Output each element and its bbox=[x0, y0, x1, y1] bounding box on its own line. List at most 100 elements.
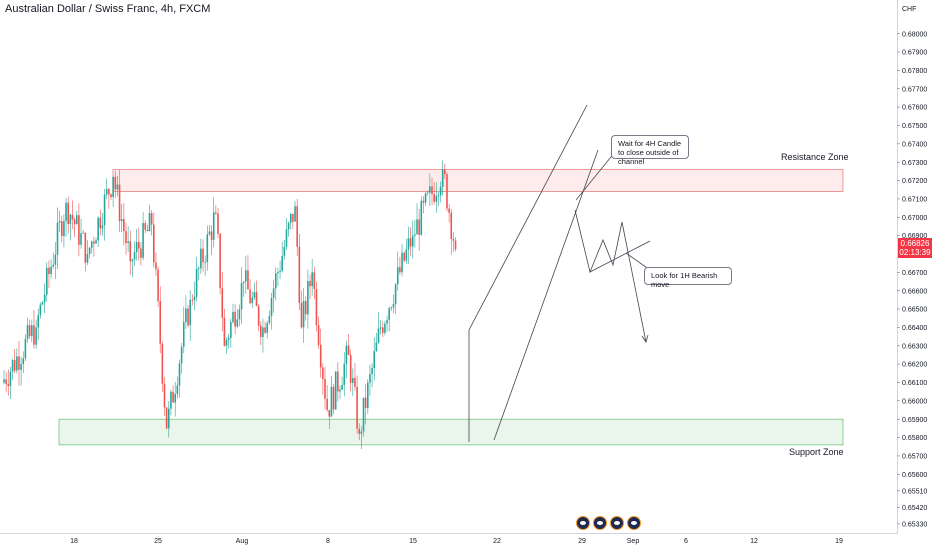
candle-body bbox=[405, 249, 408, 261]
note-bearish-move[interactable]: Look for 1H Bearish move bbox=[644, 267, 732, 289]
candle-body bbox=[93, 241, 95, 244]
candle-body bbox=[155, 262, 157, 270]
candle-body bbox=[257, 306, 260, 326]
candle-body bbox=[9, 371, 12, 387]
candle-body bbox=[337, 371, 339, 392]
candle-body bbox=[347, 345, 350, 355]
candle-body bbox=[292, 213, 294, 222]
candle-body bbox=[264, 327, 266, 333]
candle-body bbox=[454, 240, 457, 250]
candle-body bbox=[356, 386, 358, 429]
candle-body bbox=[114, 176, 117, 190]
event-flag-icon[interactable] bbox=[593, 516, 607, 530]
candle-body bbox=[242, 281, 245, 284]
candle-body bbox=[35, 327, 37, 345]
candle-body bbox=[386, 320, 388, 324]
candle-body bbox=[161, 343, 164, 384]
candle-body bbox=[65, 202, 67, 221]
candle-body bbox=[28, 325, 31, 337]
candle-body bbox=[206, 234, 209, 262]
candle-body bbox=[332, 386, 335, 410]
candle-body bbox=[60, 221, 63, 237]
candle-body bbox=[48, 267, 50, 275]
y-tick-label: 0.67100 bbox=[902, 197, 927, 204]
price-axis-currency: CHF bbox=[902, 6, 916, 13]
candle-body bbox=[433, 194, 435, 202]
x-tick-label: 29 bbox=[578, 538, 586, 545]
candle-body bbox=[54, 254, 57, 265]
candle-body bbox=[131, 259, 134, 262]
chart-title: Australian Dollar / Swiss Franc, 4h, FXC… bbox=[5, 3, 211, 15]
candle-body bbox=[148, 213, 151, 232]
projection-path bbox=[574, 209, 647, 343]
candle-body bbox=[450, 212, 453, 240]
candle-body bbox=[193, 296, 196, 301]
event-flag-icon[interactable] bbox=[610, 516, 624, 530]
candle-body bbox=[46, 267, 48, 295]
candle-body bbox=[170, 391, 172, 409]
event-flag-icon[interactable] bbox=[627, 516, 641, 530]
y-tick-label: 0.66700 bbox=[902, 270, 927, 277]
current-price-tag: 0.66826 02:13:39 bbox=[898, 238, 932, 258]
candle-body bbox=[260, 325, 262, 337]
candle-body bbox=[182, 322, 185, 347]
candle-body bbox=[88, 247, 91, 254]
candle-body bbox=[354, 377, 356, 387]
candle-body bbox=[326, 398, 328, 411]
candle-body bbox=[204, 261, 206, 263]
candle-body bbox=[319, 344, 322, 368]
candle-body bbox=[123, 219, 125, 232]
candle-body bbox=[63, 220, 65, 237]
candle-body bbox=[185, 308, 187, 323]
candle-body bbox=[202, 248, 204, 263]
candle-body bbox=[108, 188, 110, 195]
candle-body bbox=[52, 264, 55, 267]
candle-body bbox=[103, 194, 106, 226]
candle-body bbox=[84, 232, 87, 263]
candle-body bbox=[133, 252, 136, 260]
y-tick-label: 0.67200 bbox=[902, 178, 927, 185]
x-tick-label: 19 bbox=[835, 538, 843, 545]
candle-body bbox=[328, 410, 331, 417]
candle-body bbox=[210, 231, 213, 240]
candle-body bbox=[187, 308, 189, 326]
candle-body bbox=[43, 294, 46, 303]
candle-body bbox=[315, 289, 318, 326]
candle-body bbox=[407, 238, 410, 250]
candle-body bbox=[388, 308, 390, 321]
candle-body bbox=[200, 248, 202, 269]
candle-body bbox=[90, 241, 93, 248]
candle-body bbox=[140, 248, 142, 258]
candle-body bbox=[95, 240, 97, 244]
candle-body bbox=[78, 215, 80, 245]
candle-body bbox=[313, 272, 316, 290]
projection-trendline bbox=[589, 240, 651, 273]
event-flag-icon[interactable] bbox=[576, 516, 590, 530]
candle-body bbox=[97, 217, 99, 241]
y-tick-label: 0.67000 bbox=[902, 215, 927, 222]
y-tick-label: 0.65700 bbox=[902, 454, 927, 461]
candle-body bbox=[129, 241, 132, 262]
x-tick-label: 22 bbox=[493, 538, 501, 545]
candle-body bbox=[420, 200, 423, 235]
candle-body bbox=[240, 283, 243, 310]
candle-body bbox=[437, 195, 440, 197]
channel-lower-line bbox=[493, 149, 599, 441]
candle-body bbox=[369, 373, 371, 383]
candle-body bbox=[75, 215, 78, 225]
economic-events[interactable] bbox=[576, 516, 641, 530]
candle-body bbox=[146, 229, 149, 232]
candle-body bbox=[381, 327, 384, 333]
y-tick-label: 0.65330 bbox=[902, 521, 927, 528]
note-wait-candle[interactable]: Wait for 4H Candle to close outside of c… bbox=[611, 135, 689, 166]
x-tick-label: 25 bbox=[154, 538, 162, 545]
candle-body bbox=[414, 234, 416, 236]
candle-body bbox=[86, 253, 89, 263]
projection-arrowhead bbox=[641, 334, 649, 343]
y-tick-label: 0.66500 bbox=[902, 307, 927, 314]
note-wait-candle-text: Wait for 4H Candle to close outside of c… bbox=[618, 139, 682, 166]
candle-body bbox=[268, 315, 271, 324]
candle-body bbox=[16, 356, 18, 371]
